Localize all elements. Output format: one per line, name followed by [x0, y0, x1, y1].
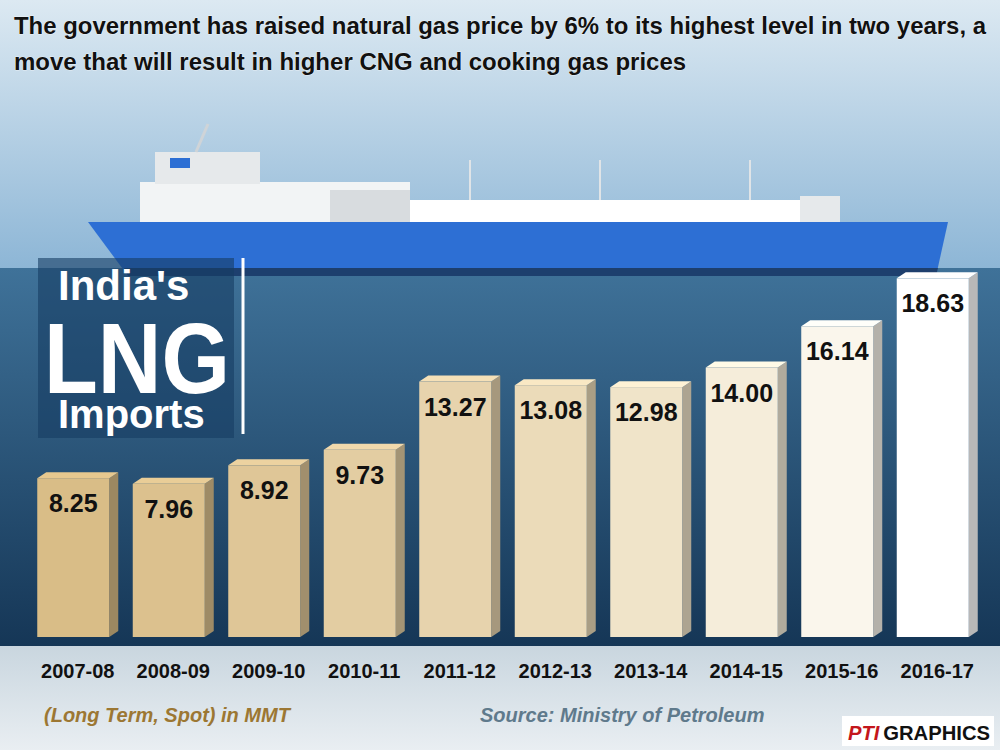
bar-side	[109, 472, 118, 637]
subtitle-panel	[38, 258, 234, 438]
data-label: 16.14	[806, 337, 869, 365]
bar-top	[419, 376, 500, 382]
bar-top	[324, 444, 405, 450]
bar	[419, 382, 491, 637]
bar	[897, 278, 969, 637]
bar	[133, 484, 205, 637]
bar-top	[897, 272, 978, 278]
subtitle: Imports	[58, 392, 205, 436]
bar-top	[515, 379, 596, 385]
credit-part: PTI	[848, 721, 881, 744]
data-label: 12.98	[615, 398, 678, 426]
ship-logo	[170, 158, 190, 168]
ship-block	[330, 190, 410, 222]
bar-side	[396, 444, 405, 637]
bar-side	[205, 478, 214, 637]
bar-top	[37, 472, 118, 478]
bar-side	[873, 320, 882, 637]
x-tick-label: 2007-08	[41, 660, 114, 682]
bar-side	[778, 362, 787, 638]
x-tick-label: 2010-11	[328, 660, 400, 682]
bar	[228, 465, 300, 637]
ship	[88, 124, 948, 276]
bar	[515, 385, 587, 637]
title: move that will result in higher CNG and …	[14, 48, 686, 75]
bar-side	[491, 376, 500, 637]
ship-post	[599, 160, 601, 200]
x-tick-label: 2014-15	[710, 660, 783, 682]
bar-side	[300, 459, 309, 637]
ship-deck	[410, 200, 835, 222]
subtitle-rule	[242, 258, 245, 434]
bar-side	[682, 381, 691, 637]
data-label: 18.63	[901, 289, 964, 317]
bar-top	[228, 459, 309, 465]
x-tick-label: 2016-17	[901, 660, 974, 682]
x-tick-label: 2013-14	[614, 660, 688, 682]
data-label: 9.73	[335, 461, 384, 489]
bar	[706, 368, 778, 638]
bar-top	[801, 320, 882, 326]
bar-top	[706, 362, 787, 368]
bar	[801, 326, 873, 637]
bar-side	[587, 379, 596, 637]
data-label: 13.08	[519, 396, 582, 424]
data-label: 14.00	[710, 379, 773, 407]
data-label: 7.96	[144, 495, 193, 523]
bar-side	[969, 272, 978, 637]
bar	[610, 387, 682, 637]
x-tick-label: 2015-16	[805, 660, 878, 682]
sea	[0, 268, 1000, 648]
bottom-band	[0, 646, 1000, 750]
data-label: 8.92	[240, 476, 289, 504]
ship-bridge	[155, 152, 260, 184]
bars	[37, 272, 978, 637]
bar-top	[133, 478, 214, 484]
x-tick-label: 2011-12	[424, 660, 496, 682]
data-label: 13.27	[424, 393, 487, 421]
ship-waterline	[124, 268, 938, 276]
ship-mast	[196, 124, 208, 152]
credit-part: GRAPHICS	[883, 721, 990, 744]
ship-post	[749, 160, 751, 200]
note: (Long Term, Spot) in MMT	[44, 704, 292, 726]
ship-superstructure	[140, 182, 410, 222]
ship-post	[469, 160, 471, 200]
bar	[37, 478, 109, 637]
title: The government has raised natural gas pr…	[14, 12, 987, 39]
credit: PTIGRAPHICS	[848, 721, 990, 744]
x-tick-label: 2008-09	[137, 660, 210, 682]
source: Source: Ministry of Petroleum	[480, 704, 765, 726]
x-tick-label: 2012-13	[519, 660, 592, 682]
bar	[324, 450, 396, 637]
bar-top	[610, 381, 691, 387]
x-tick-label: 2009-10	[232, 660, 305, 682]
credit-box	[842, 716, 994, 746]
chart-root: The government has raised natural gas pr…	[0, 0, 1000, 750]
data-label: 8.25	[49, 489, 98, 517]
ship-bow	[800, 196, 840, 222]
